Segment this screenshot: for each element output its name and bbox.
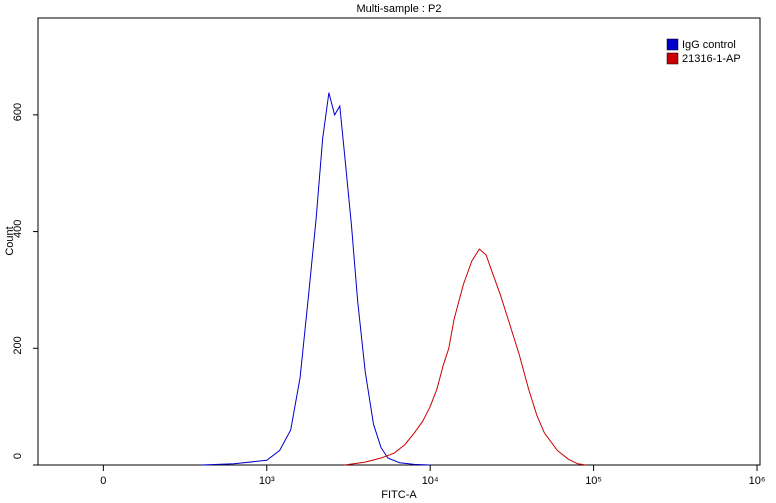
y-tick-label: 600 — [12, 103, 24, 121]
x-tick-label: 10⁴ — [422, 475, 439, 487]
legend-label: 21316-1-AP — [682, 53, 741, 65]
x-axis-label: FITC-A — [381, 489, 417, 501]
x-tick-label: 10⁶ — [749, 475, 766, 487]
x-tick-label: 10⁵ — [585, 475, 602, 487]
y-tick-label: 0 — [12, 453, 24, 459]
chart-title: Multi-sample : P2 — [357, 3, 442, 15]
x-tick-label: 0 — [100, 475, 106, 487]
legend-swatch — [666, 52, 679, 65]
legend-swatch — [666, 38, 679, 51]
plot-frame — [37, 17, 761, 466]
y-tick-label: 200 — [12, 336, 24, 354]
series-line — [201, 92, 431, 466]
y-tick-label: 400 — [12, 220, 24, 238]
y-axis-label: Count — [4, 226, 16, 255]
series-line — [344, 248, 587, 466]
x-tick-label: 10³ — [259, 475, 275, 487]
legend-label: IgG control — [682, 39, 736, 51]
